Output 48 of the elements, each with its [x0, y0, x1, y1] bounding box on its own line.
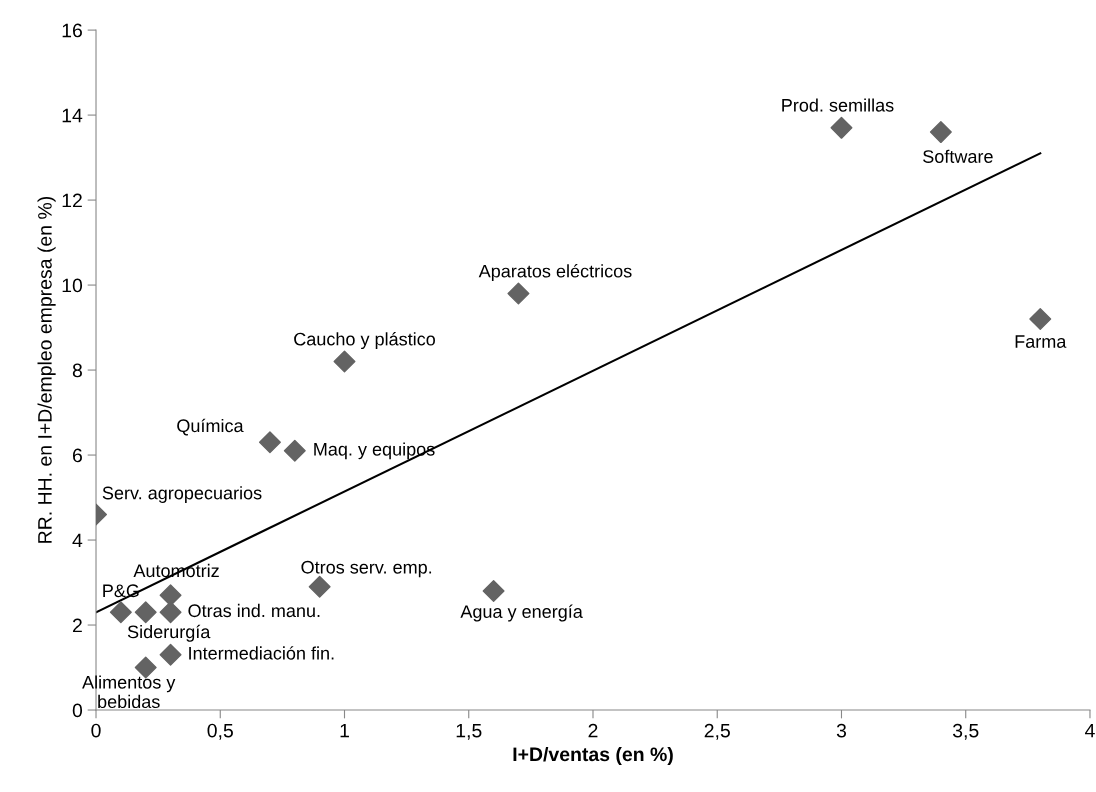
y-tick-label: 4 — [72, 533, 83, 548]
point — [507, 282, 530, 305]
annotation: Química — [177, 418, 244, 436]
annotation: P&G — [103, 584, 139, 598]
point — [1029, 308, 1052, 331]
point — [333, 350, 356, 373]
annotation: Prod. semillas — [782, 98, 894, 112]
annotation: Alimentos y bebidas — [82, 675, 176, 709]
x-tick-label: 1,5 — [456, 723, 482, 740]
annotation: Otros serv. emp. — [301, 560, 432, 578]
annotation: Siderurgía — [127, 624, 211, 642]
annotation: Intermediación fin. — [189, 646, 334, 660]
x-tick-label: 0 — [91, 723, 101, 738]
y-tick-label: 0 — [72, 703, 83, 718]
x-tick-label: 2 — [588, 723, 598, 738]
point — [482, 580, 505, 603]
x-tick-label: 1 — [340, 723, 349, 738]
y-tick-label: 14 — [62, 108, 83, 123]
x-tick-label: 3 — [836, 723, 847, 738]
x-tick-label: 4 — [1085, 723, 1095, 738]
y-tick-label: 6 — [72, 448, 82, 463]
annotation: Software — [923, 149, 993, 163]
point — [109, 601, 132, 624]
y-tick-label: 2 — [72, 618, 82, 633]
annotation: Serv. agropecuarios — [102, 486, 262, 503]
point — [283, 439, 306, 462]
point — [134, 601, 157, 624]
y-tick-label: 12 — [62, 193, 82, 208]
point — [159, 601, 182, 624]
point — [929, 121, 952, 144]
point — [159, 643, 182, 666]
point — [308, 575, 331, 598]
x-tick-label: 0,5 — [207, 723, 233, 740]
y-tick-label: 16 — [62, 23, 82, 38]
x-tick-label: 2,5 — [704, 723, 730, 740]
y-tick-label: 8 — [72, 363, 82, 378]
annotation: Farma — [1015, 335, 1067, 348]
y-tick-label: 10 — [62, 278, 83, 293]
y-axis-title: RR. HH. en I+D/empleo empresa (en %) — [37, 197, 56, 543]
point — [830, 116, 853, 139]
annotation: Aparatos eléctricos — [478, 264, 632, 282]
x-tick-label: 3,5 — [952, 723, 979, 740]
annotation: Caucho y plástico — [294, 332, 435, 350]
x-axis-title: I+D/ventas (en %) — [513, 746, 673, 766]
annotation: Otras ind. manu. — [188, 603, 320, 618]
annotation: Agua y energía — [460, 604, 583, 622]
point — [258, 431, 281, 454]
point — [159, 584, 182, 607]
